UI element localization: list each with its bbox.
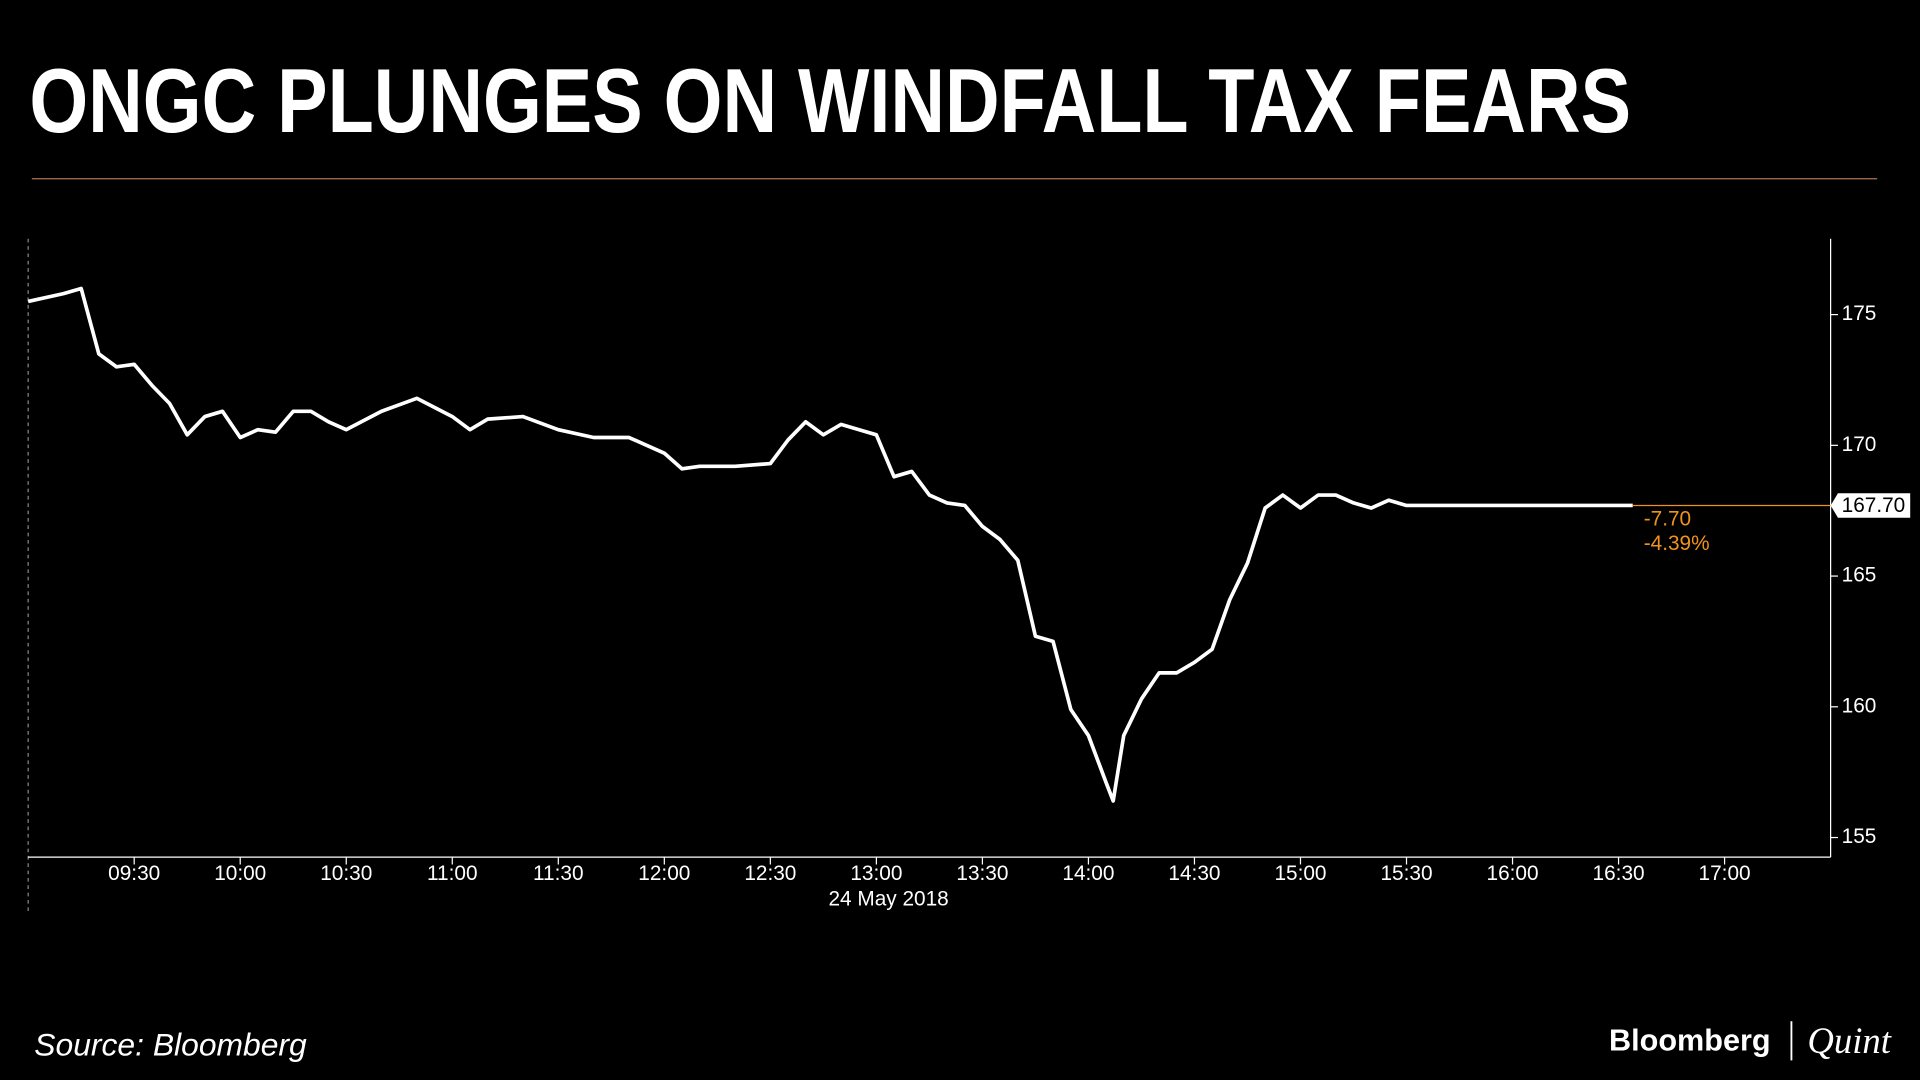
x-tick-label: 12:30 xyxy=(744,862,796,885)
x-tick-label: 13:30 xyxy=(956,862,1008,885)
x-tick-label: 11:00 xyxy=(427,862,478,885)
change-label: -7.70 xyxy=(1644,508,1691,531)
x-tick-label: 16:00 xyxy=(1487,862,1539,885)
x-tick-label: 13:00 xyxy=(850,862,902,885)
y-tick-label: 165 xyxy=(1842,564,1877,587)
y-tick-label: 170 xyxy=(1842,433,1877,456)
x-tick-label: 16:30 xyxy=(1593,862,1645,885)
y-tick-label: 175 xyxy=(1842,302,1877,325)
last-price-tag xyxy=(1830,493,1911,518)
x-tick-label: 09:30 xyxy=(108,862,160,885)
chart-title: ONGC PLUNGES ON WINDFALL TAX FEARS xyxy=(29,51,1631,152)
change-label: -4.39% xyxy=(1644,532,1710,555)
x-tick-label: 15:00 xyxy=(1274,862,1326,885)
last-price-label: 167.70 xyxy=(1842,494,1906,517)
x-tick-label: 10:30 xyxy=(320,862,372,885)
x-tick-label: 10:00 xyxy=(214,862,266,885)
x-tick-label: 12:00 xyxy=(638,862,690,885)
x-tick-label: 17:00 xyxy=(1699,862,1751,885)
source: Source: Bloomberg xyxy=(34,1027,307,1063)
x-axis-label: 24 May 2018 xyxy=(828,888,948,911)
y-tick-label: 155 xyxy=(1842,825,1877,848)
brand-bloomberg: Bloomberg xyxy=(1609,1024,1771,1058)
brand-quint: Quint xyxy=(1807,1020,1891,1061)
x-tick-label: 11:30 xyxy=(533,862,584,885)
y-tick-label: 160 xyxy=(1842,694,1877,717)
x-tick-label: 14:00 xyxy=(1062,862,1114,885)
x-tick-label: 15:30 xyxy=(1380,862,1432,885)
price-line xyxy=(27,286,1633,803)
x-tick-label: 14:30 xyxy=(1168,862,1220,885)
